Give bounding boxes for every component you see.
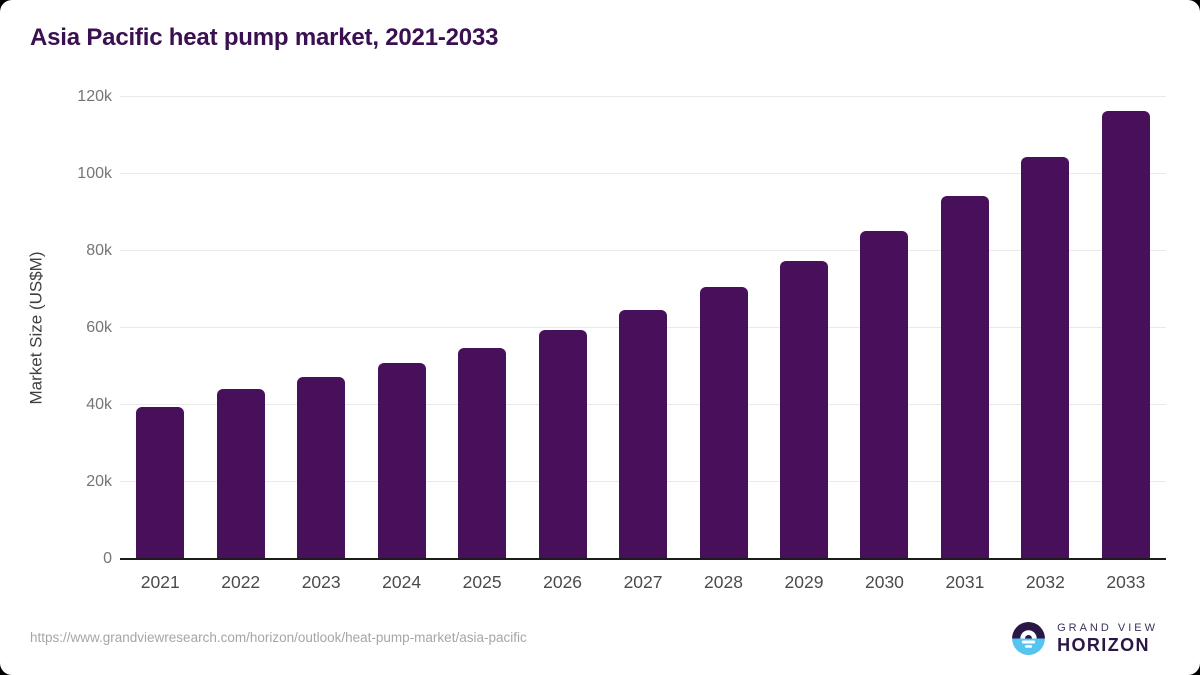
bar-slot-2030: [844, 97, 924, 559]
x-tick-label-2028: 2028: [704, 572, 743, 592]
logo-wordmark: GRAND VIEW HORIZON: [1057, 622, 1158, 655]
bar-2028[interactable]: [699, 286, 748, 559]
y-tick-label: 100k: [77, 165, 112, 182]
plot-area: [120, 96, 1166, 560]
bar-2030[interactable]: [860, 230, 909, 559]
gridline-80000: [120, 250, 1166, 252]
bar-2029[interactable]: [779, 261, 828, 559]
y-tick-label: 80k: [86, 242, 112, 260]
bar-slot-2023: [281, 97, 361, 559]
x-axis-tick-labels: 2021 2022 2023 2024 2025 2026 2027 2028 2029 2030…: [120, 572, 1166, 593]
bar-2023[interactable]: [297, 377, 346, 559]
x-tick-label-2022: 2022: [221, 572, 261, 592]
grand-view-horizon-logo: GRAND VIEW HORIZON: [1010, 620, 1158, 657]
bar-slot-2032: [1005, 97, 1085, 559]
x-tick-label-2026: 2026: [543, 572, 583, 592]
bar-slot-2028: [683, 97, 763, 559]
bar-slot-2029: [764, 97, 844, 559]
bar-2024[interactable]: [377, 363, 426, 559]
bar-slot-2025: [442, 97, 522, 559]
bar-slot-2027: [603, 97, 683, 559]
gridline-100000: [120, 173, 1166, 174]
x-tick-label-2033: 2033: [1106, 572, 1146, 592]
gridline-120000: [120, 96, 1166, 97]
bar-slot-2024: [361, 97, 441, 559]
bar-2021[interactable]: [136, 406, 185, 559]
bar-2026[interactable]: [538, 330, 587, 559]
bar-slot-2022: [200, 97, 280, 559]
page-title: Asia Pacific heat pump market, 2021-2033: [30, 24, 499, 51]
bar-slot-2021: [120, 97, 200, 559]
y-tick-label: 0: [103, 550, 112, 567]
bar-2031[interactable]: [940, 195, 989, 559]
bar-2022[interactable]: [216, 388, 265, 559]
y-tick-label: 120k: [77, 88, 112, 105]
y-tick-label: 60k: [86, 319, 112, 336]
y-tick-label: 20k: [86, 473, 112, 491]
x-tick-label-2024: 2024: [382, 572, 422, 592]
x-tick-label-2032: 2032: [1025, 572, 1065, 592]
bar-2033[interactable]: [1101, 111, 1150, 559]
x-tick-label-2029: 2029: [784, 572, 824, 592]
x-tick-label-2021: 2021: [140, 572, 180, 592]
source-url: https://www.grandviewresearch.com/horizo…: [30, 630, 527, 645]
bar-2025[interactable]: [458, 348, 507, 559]
logo-text-horizon: HORIZON: [1057, 635, 1150, 655]
bar-slot-2026: [522, 97, 602, 559]
y-axis-tick-labels: 0 20k 40k 60k 80k 100k 120k: [0, 88, 112, 567]
y-tick-label: 40k: [86, 396, 112, 414]
x-tick-label-2027: 2027: [623, 572, 663, 592]
x-tick-label-2031: 2031: [945, 572, 985, 592]
bar-slot-2033: [1086, 97, 1166, 559]
x-tick-label-2025: 2025: [462, 572, 502, 592]
bar-slot-2031: [925, 97, 1005, 559]
horizon-sun-icon: [1012, 622, 1046, 655]
bar-series: [120, 97, 1166, 559]
x-tick-label-2030: 2030: [864, 572, 904, 592]
x-tick-label-2023: 2023: [301, 572, 341, 592]
bar-2032[interactable]: [1021, 157, 1070, 559]
bar-2027[interactable]: [619, 309, 668, 559]
logo-text-grand-view: GRAND VIEW: [1057, 622, 1158, 634]
x-axis-line: [120, 558, 1166, 560]
